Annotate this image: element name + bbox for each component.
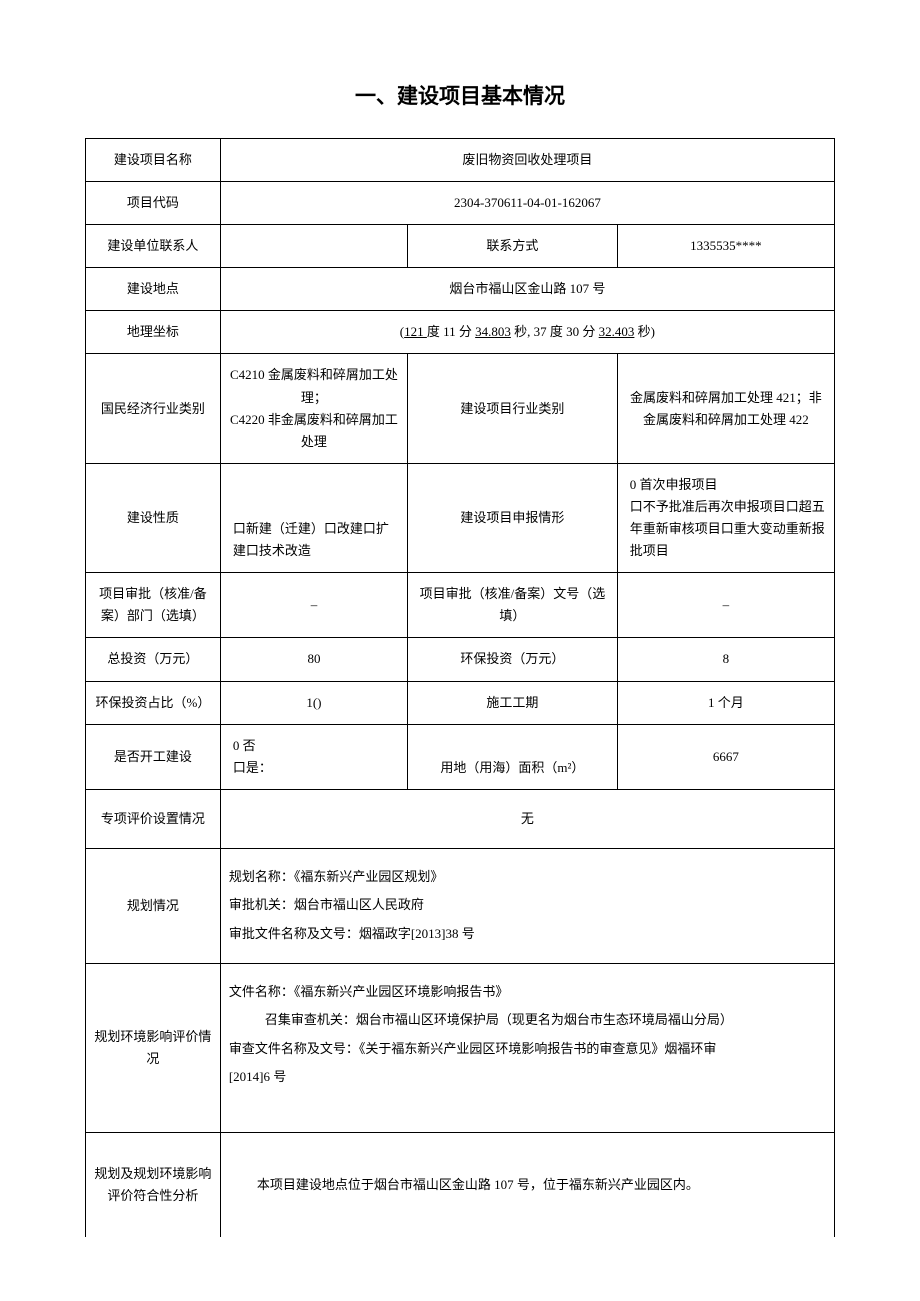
planning-eia-label: 规划环境影响评价情况 (86, 963, 221, 1132)
table-row: 规划及规划环境影响评价符合性分析 本项目建设地点位于烟台市福山区金山路 107 … (86, 1133, 835, 1238)
env-invest-value: 8 (617, 638, 834, 681)
planning-eia-line: 文件名称：《福东新兴产业园区环境影响报告书》 (229, 978, 826, 1007)
approval-dept-value: – (220, 573, 407, 638)
env-ratio-label: 环保投资占比（%） (86, 681, 221, 724)
table-row: 建设地点 烟台市福山区金山路 107 号 (86, 268, 835, 311)
started-value: 0 否 口是： (220, 724, 407, 789)
nature-label: 建设性质 (86, 463, 221, 572)
coords-label: 地理坐标 (86, 311, 221, 354)
approval-doc-value: – (617, 573, 834, 638)
contact-method-label: 联系方式 (408, 225, 618, 268)
table-row: 地理坐标 (121 度 11 分 34.803 秒, 37 度 30 分 32.… (86, 311, 835, 354)
total-invest-value: 80 (220, 638, 407, 681)
planning-eia-line: [2014]6 号 (229, 1063, 826, 1092)
project-code-value: 2304-370611-04-01-162067 (220, 182, 834, 225)
table-row: 规划环境影响评价情况 文件名称：《福东新兴产业园区环境影响报告书》 召集审查机关… (86, 963, 835, 1132)
industry-class-value: C4210 金属废料和碎屑加工处理； C4220 非金属废料和碎屑加工处理 (220, 354, 407, 463)
location-label: 建设地点 (86, 268, 221, 311)
conformity-label: 规划及规划环境影响评价符合性分析 (86, 1133, 221, 1238)
table-row: 建设单位联系人 联系方式 1335535**** (86, 225, 835, 268)
planning-line: 审批文件名称及文号：烟福政字[2013]38 号 (229, 920, 826, 949)
coords-lon-deg: 121 (404, 324, 427, 339)
approval-doc-label: 项目审批（核准/备案）文号（选填） (408, 573, 618, 638)
table-row: 项目审批（核准/备案）部门（选填） – 项目审批（核准/备案）文号（选填） – (86, 573, 835, 638)
table-row: 专项评价设置情况 无 (86, 789, 835, 848)
table-row: 国民经济行业类别 C4210 金属废料和碎屑加工处理； C4220 非金属废料和… (86, 354, 835, 463)
total-invest-label: 总投资（万元） (86, 638, 221, 681)
table-row: 规划情况 规划名称：《福东新兴产业园区规划》 审批机关：烟台市福山区人民政府 审… (86, 848, 835, 963)
declare-label: 建设项目申报情形 (408, 463, 618, 572)
planning-line: 规划名称：《福东新兴产业园区规划》 (229, 863, 826, 892)
table-row: 环保投资占比（%） 1() 施工工期 1 个月 (86, 681, 835, 724)
project-name-value: 废旧物资回收处理项目 (220, 139, 834, 182)
project-industry-label: 建设项目行业类别 (408, 354, 618, 463)
conformity-value: 本项目建设地点位于烟台市福山区金山路 107 号，位于福东新兴产业园区内。 (220, 1133, 834, 1238)
industry-class-label: 国民经济行业类别 (86, 354, 221, 463)
planning-eia-value: 文件名称：《福东新兴产业园区环境影响报告书》 召集审查机关：烟台市福山区环境保护… (220, 963, 834, 1132)
planning-label: 规划情况 (86, 848, 221, 963)
period-value: 1 个月 (617, 681, 834, 724)
location-value: 烟台市福山区金山路 107 号 (220, 268, 834, 311)
period-label: 施工工期 (408, 681, 618, 724)
started-label: 是否开工建设 (86, 724, 221, 789)
project-code-label: 项目代码 (86, 182, 221, 225)
env-ratio-value: 1() (220, 681, 407, 724)
nature-value: 口新建（迁建）口改建口扩建口技术改造 (220, 463, 407, 572)
contact-person-label: 建设单位联系人 (86, 225, 221, 268)
planning-value: 规划名称：《福东新兴产业园区规划》 审批机关：烟台市福山区人民政府 审批文件名称… (220, 848, 834, 963)
declare-value: 0 首次申报项目 口不予批准后再次申报项目口超五年重新审核项目口重大变动重新报批… (617, 463, 834, 572)
coords-value: (121 度 11 分 34.803 秒, 37 度 30 分 32.403 秒… (220, 311, 834, 354)
area-label: 用地（用海）面积（m²） (408, 724, 618, 789)
env-invest-label: 环保投资（万元） (408, 638, 618, 681)
section-title: 一、建设项目基本情况 (85, 80, 835, 110)
table-row: 建设项目名称 废旧物资回收处理项目 (86, 139, 835, 182)
coords-lat-sec: 32.403 (599, 324, 635, 339)
special-eval-value: 无 (220, 789, 834, 848)
project-info-table: 建设项目名称 废旧物资回收处理项目 项目代码 2304-370611-04-01… (85, 138, 835, 1237)
contact-method-value: 1335535**** (617, 225, 834, 268)
project-name-label: 建设项目名称 (86, 139, 221, 182)
planning-eia-line: 审查文件名称及文号：《关于福东新兴产业园区环境影响报告书的审查意见》烟福环审 (229, 1035, 826, 1064)
table-row: 总投资（万元） 80 环保投资（万元） 8 (86, 638, 835, 681)
table-row: 是否开工建设 0 否 口是： 用地（用海）面积（m²） 6667 (86, 724, 835, 789)
coords-lon-sec: 34.803 (475, 324, 511, 339)
special-eval-label: 专项评价设置情况 (86, 789, 221, 848)
contact-person-value (220, 225, 407, 268)
planning-eia-line: 召集审查机关：烟台市福山区环境保护局（现更名为烟台市生态环境局福山分局） (229, 1006, 826, 1035)
table-row: 项目代码 2304-370611-04-01-162067 (86, 182, 835, 225)
approval-dept-label: 项目审批（核准/备案）部门（选填） (86, 573, 221, 638)
planning-line: 审批机关：烟台市福山区人民政府 (229, 891, 826, 920)
area-value: 6667 (617, 724, 834, 789)
coords-text: (121 度 11 分 34.803 秒, 37 度 30 分 32.403 秒… (400, 324, 655, 339)
project-industry-value: 金属废料和碎屑加工处理 421；非金属废料和碎屑加工处理 422 (617, 354, 834, 463)
table-row: 建设性质 口新建（迁建）口改建口扩建口技术改造 建设项目申报情形 0 首次申报项… (86, 463, 835, 572)
